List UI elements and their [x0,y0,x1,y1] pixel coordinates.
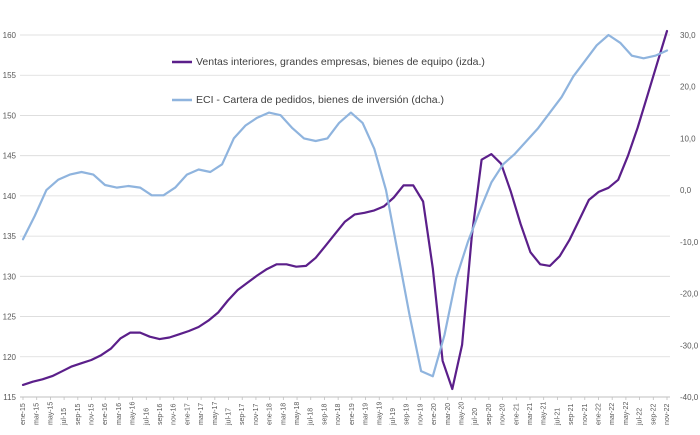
x-tick-label: may-16 [130,402,137,425]
x-tick-label: jul-15 [61,408,68,426]
y-right-tick-label: -40,0 [680,393,699,402]
y-right-tick-label: -30,0 [680,341,699,350]
x-tick-label: mar-17 [198,403,205,425]
gridlines [20,34,670,398]
x-tick-label: sep-22 [650,403,657,425]
y-right-tick-label: 20,0 [680,83,696,92]
x-tick-label: sep-21 [568,403,575,425]
x-tick-label: may-22 [623,402,630,425]
x-tick-label: may-21 [541,402,548,425]
x-tick-label: nov-18 [335,403,342,425]
legend-label-ventas: Ventas interiores, grandes empresas, bie… [196,56,485,68]
y-right-tick-label: -10,0 [680,238,699,247]
x-tick-label: ene-19 [349,403,356,425]
x-tick-label: may-17 [212,402,219,425]
y-right-tick-label: 0,0 [680,186,692,195]
x-tick-label: may-18 [294,402,301,425]
series-line-eci [21,33,669,378]
x-tick-label: ene-21 [513,403,520,425]
x-tick-label: mar-19 [363,403,370,425]
y-left-tick-label: 120 [3,353,17,362]
x-tick-label: sep-17 [239,403,246,425]
y-right-tick-label: 10,0 [680,134,696,143]
x-tick-label: ene-17 [184,403,191,425]
x-tick-label: nov-17 [253,403,260,425]
y-right-tick-label: -20,0 [680,290,699,299]
x-tick-label: may-19 [376,402,383,425]
x-tick-label: mar-21 [527,403,534,425]
x-tick-label: jul-21 [554,408,561,426]
series-lines [21,29,669,391]
y-left-tick-label: 135 [3,232,17,241]
x-tick-label: sep-18 [321,403,328,425]
x-tick-label: jul-16 [143,408,150,426]
x-tick-label: mar-15 [34,403,41,425]
x-tick-label: sep-20 [486,403,493,425]
axes: 115 120 125 130 135 140 145 150 155 160 -40,0 -30,0… [3,31,699,426]
x-tick-label: nov-19 [417,403,424,425]
x-tick-label: nov-22 [664,403,671,425]
x-tick-label: mar-20 [445,403,452,425]
x-tick-label: mar-18 [280,403,287,425]
legend: Ventas interiores, grandes empresas, bie… [172,56,485,106]
y-left-tick-label: 145 [3,152,17,161]
y-left-tick-label: 125 [3,313,17,322]
x-tick-label: mar-22 [609,403,616,425]
y-left-tick-label: 130 [3,272,17,281]
x-tick-label: sep-16 [157,403,164,425]
x-tick-label: may-15 [47,402,54,425]
x-tick-label: ene-20 [431,403,438,425]
y-left-tick-label: 150 [3,111,17,120]
x-tick-label: ene-15 [20,403,27,425]
x-tick-label: jul-22 [637,408,644,426]
x-tick-label: ene-18 [267,403,274,425]
x-tick-label: mar-16 [116,403,123,425]
series-line-ventas [21,29,669,391]
legend-label-eci: ECI - Cartera de pedidos, bienes de inve… [196,94,444,106]
x-tick-label: may-20 [458,402,465,425]
x-tick-label: sep-15 [75,403,82,425]
y-right-tick-label: 30,0 [680,31,696,40]
x-tick-label: nov-16 [171,403,178,425]
x-tick-label: ene-16 [102,403,109,425]
x-tick-label: nov-20 [500,403,507,425]
y-left-tick-label: 160 [3,31,17,40]
x-tick-label: jul-18 [308,408,315,426]
y-left-tick-label: 115 [3,393,16,402]
y-left-tick-label: 140 [3,192,17,201]
x-tick-label: nov-15 [89,403,96,425]
x-tick-label: jul-20 [472,408,479,426]
x-tick-label: jul-17 [226,408,233,426]
x-tick-label: nov-21 [582,403,589,425]
y-left-tick-label: 155 [3,71,17,80]
x-tick-label: ene-22 [595,403,602,425]
x-tick-label: sep-19 [404,403,411,425]
x-tick-label: jul-19 [390,408,397,426]
